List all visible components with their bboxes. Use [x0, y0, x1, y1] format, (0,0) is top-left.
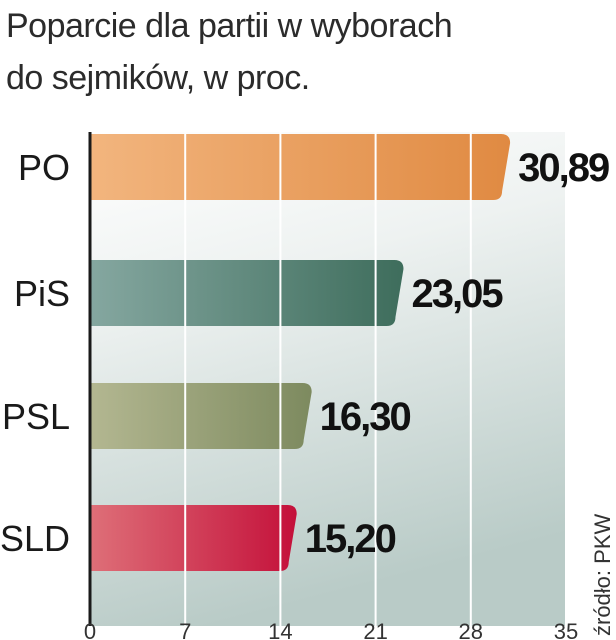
tick-label: 28 [459, 619, 483, 640]
tick-label: 0 [84, 619, 96, 640]
source-label: źródło: PKW [590, 514, 615, 636]
bar-pis [90, 260, 404, 326]
chart-title-line-2: do sejmików, w proc. [6, 59, 310, 97]
tick-label: 14 [268, 619, 292, 640]
value-label: 16,30 [320, 395, 411, 439]
value-label: 30,89 [518, 146, 609, 190]
category-label: SLD [0, 518, 70, 559]
chart-title-line-1: Poparcie dla partii w wyborach [6, 7, 453, 45]
category-label: PiS [14, 273, 70, 314]
bar-sld [90, 505, 297, 571]
bar-po [90, 134, 511, 200]
category-label: PSL [2, 396, 70, 437]
tick-label: 7 [179, 619, 191, 640]
category-label: PO [18, 147, 70, 188]
tick-label: 35 [554, 619, 578, 640]
value-label: 15,20 [305, 517, 396, 561]
value-label: 23,05 [411, 272, 503, 316]
tick-label: 21 [363, 619, 387, 640]
bar-psl [90, 383, 312, 449]
